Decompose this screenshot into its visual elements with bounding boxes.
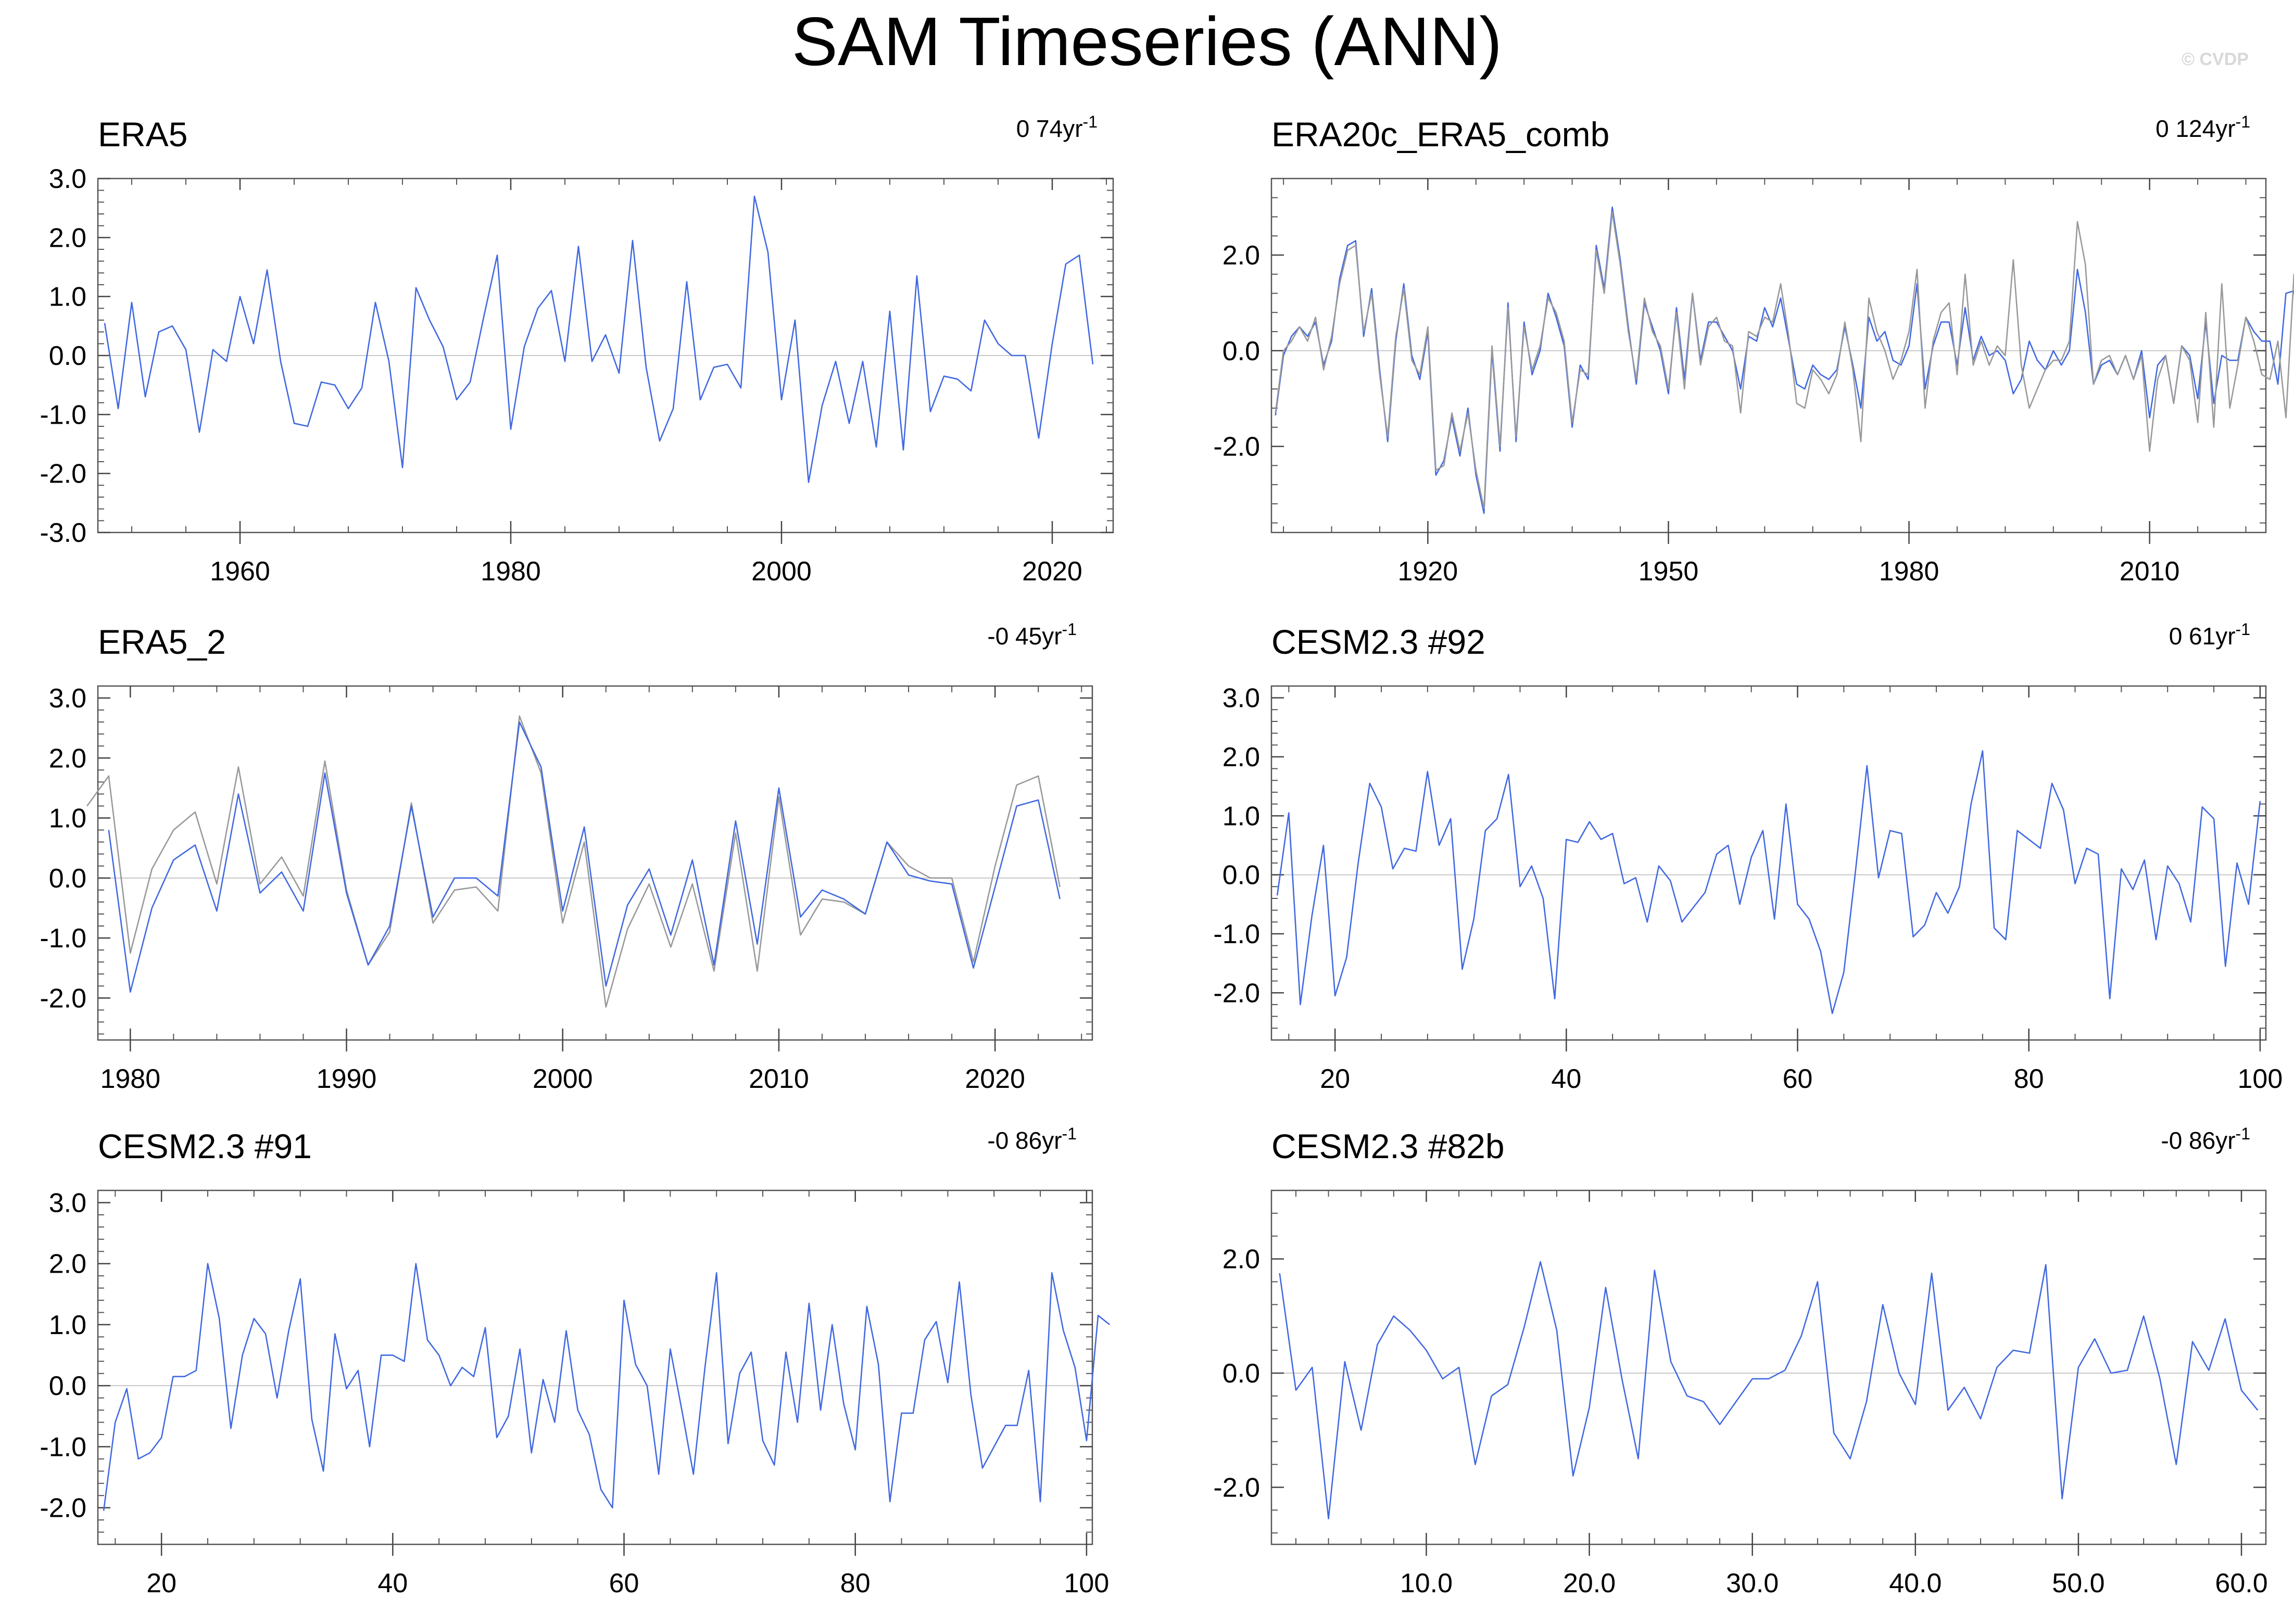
x-tick-label: 60	[1783, 1064, 1813, 1094]
trend-label: 0 74yr-1	[1016, 112, 1098, 142]
chart-panel: -2.0 -1.0 0.0 1.0 2.0 3.0 20 40 60 80 100 CESM2.3 #…	[1213, 620, 2283, 1094]
x-tick-label: 20.0	[1563, 1568, 1616, 1598]
y-tick-label: -1.0	[40, 923, 86, 954]
x-tick-label: 100	[2238, 1064, 2283, 1094]
panel-title: CESM2.3 #92	[1271, 623, 1485, 661]
trend-label: 0 124yr-1	[2156, 112, 2250, 142]
x-tick-label: 100	[1064, 1568, 1110, 1598]
chart-panel: -3.0 -2.0 -1.0 0.0 1.0 2.0 3.0 1960 1980 2000 2020…	[40, 112, 1114, 587]
y-tick-label: 2.0	[49, 1249, 86, 1279]
x-tick-label: 50.0	[2052, 1568, 2104, 1598]
y-tick-label: 0.0	[49, 341, 86, 371]
trend-label: -0 86yr-1	[2161, 1124, 2250, 1154]
y-tick-label: 3.0	[49, 683, 86, 714]
y-tick-label: -2.0	[40, 983, 86, 1013]
chart-panel: -2.0 -1.0 0.0 1.0 2.0 3.0 20 40 60 80 100 CESM2.3 #…	[40, 1124, 1111, 1598]
y-tick-label: 2.0	[49, 223, 86, 253]
chart-panel: -2.0 0.0 2.0 10.0 20.0 30.0 40.0 50.0 60.0 CESM2.…	[1213, 1124, 2267, 1598]
y-tick-label: 3.0	[1222, 683, 1260, 714]
plot-frame	[1270, 1189, 2267, 1545]
x-tick-label: 1980	[481, 556, 541, 587]
y-tick-label: 1.0	[1222, 801, 1260, 831]
figure-title: SAM Timeseries (ANN)	[791, 3, 1503, 80]
y-tick-label: -2.0	[1213, 978, 1260, 1008]
y-tick-label: 2.0	[1222, 742, 1260, 772]
x-tick-label: 80	[2014, 1064, 2044, 1094]
x-tick-label: 30.0	[1726, 1568, 1779, 1598]
y-tick-label: -1.0	[40, 1432, 86, 1462]
y-tick-label: -1.0	[40, 400, 86, 430]
series-line	[1279, 1261, 2259, 1519]
y-tick-label: 2.0	[1222, 1245, 1260, 1275]
y-tick-label: 1.0	[49, 804, 86, 834]
x-tick-label: 1920	[1398, 556, 1458, 587]
y-tick-label: 1.0	[49, 1310, 86, 1340]
y-tick-label: -3.0	[40, 518, 86, 548]
y-tick-label: 3.0	[49, 164, 86, 194]
series-line	[108, 721, 1061, 993]
y-tick-label: -1.0	[1213, 919, 1260, 949]
x-tick-label: 2010	[749, 1064, 809, 1094]
panel-title: CESM2.3 #91	[98, 1127, 312, 1165]
panel-title: ERA5	[98, 115, 187, 154]
chart-panel: -2.0 -1.0 0.0 1.0 2.0 3.0 1980 1990 2000 2010 2020…	[40, 620, 1093, 1094]
panel-title: CESM2.3 #82b	[1271, 1127, 1505, 1165]
x-tick-label: 2000	[533, 1064, 593, 1094]
watermark-logo: © CVDP	[2182, 49, 2249, 69]
y-tick-label: -2.0	[40, 459, 86, 489]
plot-frame	[1270, 685, 2267, 1041]
y-tick-label: 0.0	[1222, 1359, 1260, 1389]
x-tick-label: 40	[1551, 1064, 1581, 1094]
series-line	[1275, 211, 2294, 510]
x-tick-label: 1950	[1638, 556, 1699, 587]
series-line	[1276, 750, 2261, 1014]
x-tick-label: 1990	[317, 1064, 377, 1094]
plot-frame	[97, 685, 1093, 1041]
plot-frame	[97, 1189, 1093, 1545]
x-tick-label: 2000	[751, 556, 812, 587]
trend-label: -0 45yr-1	[987, 620, 1077, 650]
x-tick-label: 1960	[210, 556, 270, 587]
y-tick-label: -2.0	[40, 1493, 86, 1524]
series-line	[104, 195, 1094, 484]
chart-panel: -2.0 0.0 2.0 1920 1950 1980 2010 ERA20c_ERA5_co…	[1213, 112, 2294, 587]
series-line	[103, 1263, 1111, 1511]
y-tick-label: 2.0	[1222, 240, 1260, 271]
series-line	[86, 715, 1061, 1008]
trend-label: 0 61yr-1	[2169, 620, 2250, 650]
y-tick-label: -2.0	[1213, 432, 1260, 462]
x-tick-label: 2020	[1022, 556, 1082, 587]
y-tick-label: 0.0	[1222, 336, 1260, 366]
x-tick-label: 40	[377, 1568, 408, 1598]
y-tick-label: 2.0	[49, 743, 86, 773]
y-tick-label: 0.0	[49, 864, 86, 894]
trend-label: -0 86yr-1	[987, 1124, 1077, 1154]
panel-title: ERA20c_ERA5_comb	[1271, 115, 1609, 154]
y-tick-label: -2.0	[1213, 1473, 1260, 1503]
x-tick-label: 80	[840, 1568, 871, 1598]
x-tick-label: 1980	[1879, 556, 1939, 587]
x-tick-label: 60.0	[2215, 1568, 2267, 1598]
y-tick-label: 3.0	[49, 1188, 86, 1218]
x-tick-label: 60	[609, 1568, 639, 1598]
x-tick-label: 20	[146, 1568, 177, 1598]
y-tick-label: 0.0	[1222, 860, 1260, 891]
series-line	[1275, 206, 2294, 514]
x-tick-label: 20	[1320, 1064, 1350, 1094]
x-tick-label: 1980	[100, 1064, 160, 1094]
x-tick-label: 2010	[2120, 556, 2180, 587]
y-tick-label: 1.0	[49, 282, 86, 312]
x-tick-label: 2020	[965, 1064, 1025, 1094]
panel-title: ERA5_2	[98, 623, 226, 661]
x-tick-label: 10.0	[1400, 1568, 1453, 1598]
plot-frame	[1270, 177, 2267, 534]
y-tick-label: 0.0	[49, 1371, 86, 1401]
x-tick-label: 40.0	[1889, 1568, 1942, 1598]
